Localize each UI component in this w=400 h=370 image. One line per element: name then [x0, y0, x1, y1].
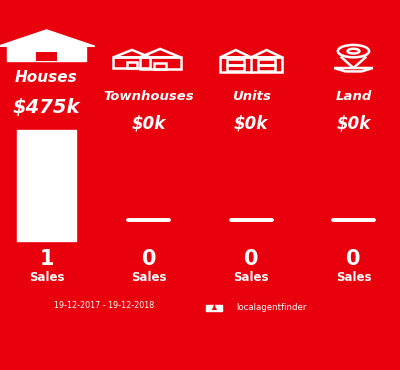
- Text: Units: Units: [232, 90, 271, 103]
- Text: 0: 0: [244, 249, 258, 269]
- Text: $475k: $475k: [13, 98, 80, 117]
- Text: $0k: $0k: [336, 115, 371, 133]
- Text: 0: 0: [142, 249, 156, 269]
- Bar: [258, 65, 275, 71]
- Bar: [114, 57, 150, 68]
- Text: Sales: Sales: [29, 271, 64, 284]
- Bar: [258, 59, 275, 65]
- Bar: [227, 59, 244, 65]
- Text: localagentfinder: localagentfinder: [236, 303, 307, 312]
- Bar: [154, 63, 166, 69]
- Bar: [127, 62, 137, 68]
- Text: 19-12-2017 - 19-12-2018: 19-12-2017 - 19-12-2018: [54, 301, 154, 310]
- Text: $0k: $0k: [132, 115, 166, 133]
- Text: 1: 1: [39, 249, 54, 269]
- Text: Sales: Sales: [131, 271, 166, 284]
- Polygon shape: [0, 30, 95, 46]
- Text: Sales: Sales: [234, 271, 269, 284]
- Bar: [7, 46, 86, 61]
- Text: $0k: $0k: [234, 115, 268, 133]
- Bar: [220, 57, 282, 72]
- Text: Land: Land: [335, 90, 372, 103]
- Bar: [227, 65, 244, 71]
- Bar: [206, 305, 222, 311]
- Text: ♟: ♟: [210, 303, 217, 312]
- Bar: [36, 52, 57, 61]
- Text: Sales: Sales: [336, 271, 371, 284]
- Bar: [17, 130, 76, 240]
- Text: Townhouses: Townhouses: [104, 90, 194, 103]
- Bar: [140, 57, 181, 69]
- Text: 0: 0: [346, 249, 361, 269]
- Text: Houses: Houses: [15, 70, 78, 85]
